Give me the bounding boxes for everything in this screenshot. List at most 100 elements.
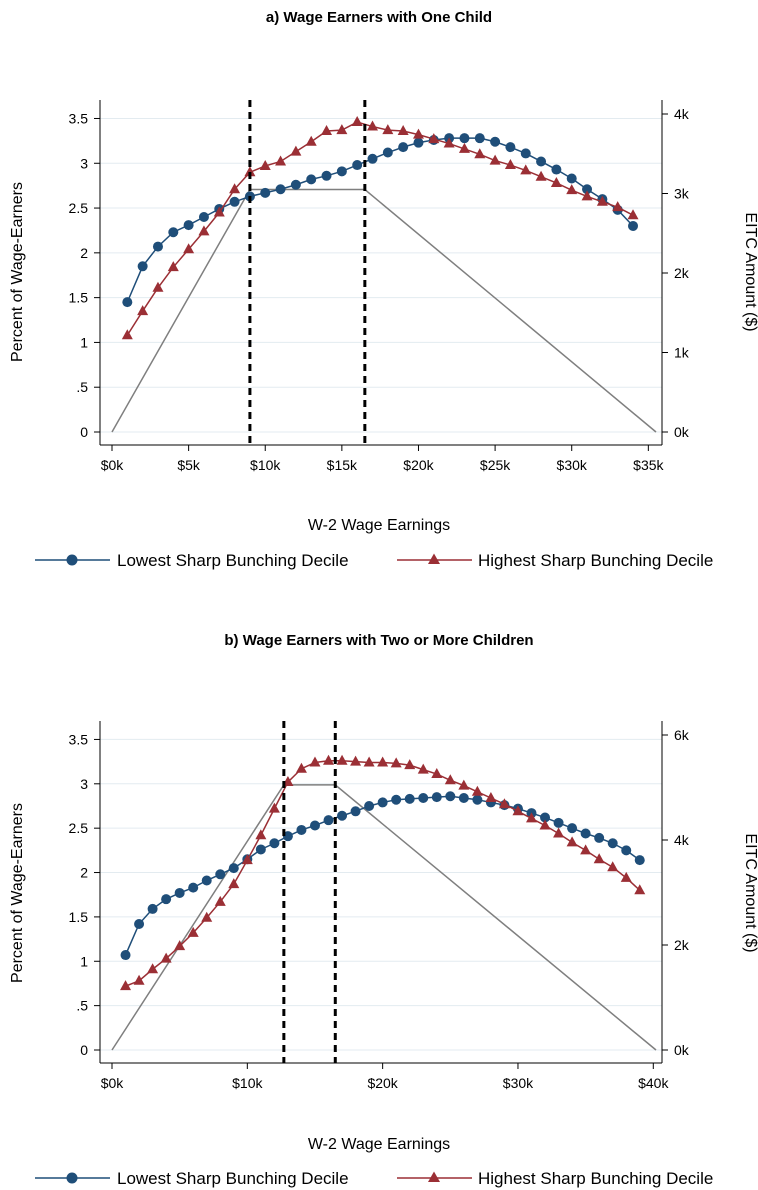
data-point: [120, 980, 132, 991]
x-tick-label: $40k: [638, 1075, 669, 1091]
data-point: [241, 854, 253, 865]
data-point: [336, 754, 348, 765]
x-tick-label: $0k: [101, 457, 125, 473]
data-point: [201, 875, 212, 886]
y-tick-label: 1: [80, 334, 88, 350]
panel-a-legend-high: Highest Sharp Bunching Decile: [478, 551, 713, 570]
data-point: [553, 827, 565, 838]
data-point: [336, 124, 348, 135]
data-point: [520, 164, 532, 175]
panel-a-legend-low: Lowest Sharp Bunching Decile: [117, 551, 349, 570]
legend-circle-marker: [66, 554, 78, 566]
y2-tick-label: 4k: [674, 106, 690, 122]
panel-a-y2label: EITC Amount ($): [742, 212, 758, 331]
data-point: [490, 136, 501, 147]
data-point: [553, 817, 564, 828]
data-point: [269, 838, 280, 849]
data-point: [121, 329, 133, 340]
y-tick-label: .5: [76, 379, 88, 395]
y2-tick-label: 0k: [674, 424, 690, 440]
data-point: [268, 802, 280, 813]
panel-a-title: a) Wage Earners with One Child: [266, 9, 492, 26]
y-tick-label: 3.5: [69, 731, 89, 747]
data-point: [351, 116, 363, 127]
data-point: [137, 261, 148, 272]
data-point: [187, 926, 199, 937]
data-point: [397, 125, 409, 136]
series-line: [126, 121, 634, 336]
series-line: [126, 137, 634, 303]
y2-tick-label: 6k: [674, 727, 690, 743]
data-point: [296, 824, 307, 835]
data-point: [350, 755, 362, 766]
data-point: [161, 894, 172, 905]
data-point: [229, 196, 240, 207]
y-tick-label: .5: [76, 998, 88, 1014]
data-point: [133, 974, 145, 985]
panel-b-y2label: EITC Amount ($): [742, 833, 758, 952]
x-tick-label: $20k: [403, 457, 434, 473]
data-point: [382, 124, 394, 135]
data-point: [282, 831, 293, 842]
data-point: [377, 756, 389, 767]
data-point: [627, 209, 639, 220]
data-point: [367, 120, 379, 131]
data-point: [404, 793, 415, 804]
series-lowest: [122, 133, 639, 308]
data-point: [228, 863, 239, 874]
data-point: [607, 838, 618, 849]
data-point: [309, 820, 320, 831]
data-point: [489, 154, 501, 165]
data-point: [596, 195, 608, 206]
data-point: [214, 895, 226, 906]
data-point: [566, 173, 577, 184]
data-point: [275, 155, 287, 166]
data-point: [594, 832, 605, 843]
data-point: [228, 878, 240, 889]
data-point: [404, 759, 416, 770]
panel-b-title: b) Wage Earners with Two or More Childre…: [224, 632, 533, 649]
data-point: [321, 170, 332, 181]
data-point: [336, 166, 347, 177]
data-point: [634, 855, 645, 866]
data-point: [120, 950, 131, 961]
data-point: [295, 762, 307, 773]
data-point: [147, 963, 159, 974]
y-tick-label: 0: [80, 424, 88, 440]
data-point: [215, 869, 226, 880]
data-point: [459, 133, 470, 144]
data-point: [567, 823, 578, 834]
data-point: [337, 810, 348, 821]
data-point: [443, 137, 455, 148]
x-tick-label: $10k: [250, 457, 281, 473]
x-tick-label: $30k: [503, 1075, 534, 1091]
legend-circle-marker: [66, 1172, 78, 1184]
data-point: [382, 147, 393, 158]
data-point: [259, 159, 271, 170]
data-point: [260, 187, 271, 198]
x-tick-label: $10k: [232, 1075, 263, 1091]
data-point: [290, 145, 302, 156]
eitc-schedule-line: [111, 188, 657, 433]
data-point: [367, 153, 378, 164]
data-point: [134, 919, 145, 929]
data-point: [526, 812, 538, 823]
data-point: [275, 184, 286, 195]
data-point: [581, 190, 593, 201]
data-point: [255, 829, 267, 840]
eitc-schedule-line: [111, 784, 657, 1051]
data-point: [566, 836, 578, 847]
data-point: [377, 797, 388, 808]
y2-tick-label: 0k: [674, 1042, 690, 1058]
y2-tick-label: 1k: [674, 345, 690, 361]
data-point: [321, 125, 333, 136]
data-point: [512, 805, 524, 816]
data-point: [540, 812, 551, 823]
data-point: [198, 212, 209, 223]
data-point: [418, 793, 429, 803]
data-point: [323, 815, 334, 826]
series-lowest: [120, 791, 645, 961]
data-point: [580, 844, 592, 855]
data-point: [566, 184, 578, 195]
data-point: [188, 882, 199, 893]
